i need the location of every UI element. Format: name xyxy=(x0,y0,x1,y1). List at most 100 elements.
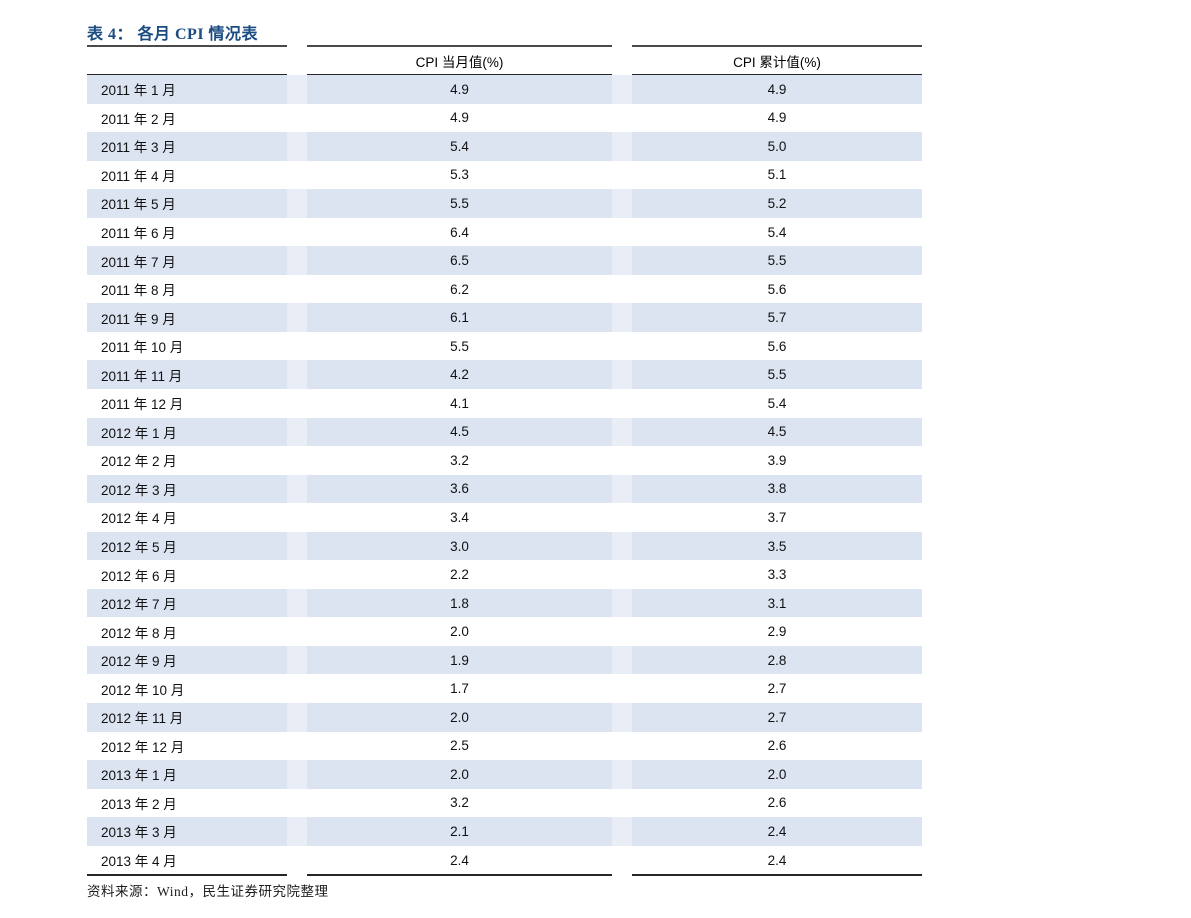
column-gap xyxy=(612,132,632,161)
table-row: 2011 年 1 月 4.9 4.9 xyxy=(87,75,922,104)
cell-cpi-cumulative: 3.7 xyxy=(767,509,787,525)
cell-cpi-cumulative: 5.4 xyxy=(767,395,787,411)
cell-cpi-current: 2.0 xyxy=(307,703,612,732)
column-gap xyxy=(287,332,307,361)
cell-month: 2012 年 11 月 xyxy=(87,703,287,732)
cell-month: 2013 年 2 月 xyxy=(101,796,177,812)
table-row: 2012 年 10 月 1.7 2.7 xyxy=(87,674,922,703)
cell-cpi-cumulative: 5.6 xyxy=(767,338,787,354)
column-gap xyxy=(612,503,632,532)
column-gap xyxy=(612,275,632,304)
table-row: 2012 年 1 月 4.5 4.5 xyxy=(87,417,922,447)
cell-cpi-current: 6.5 xyxy=(307,246,612,275)
column-gap xyxy=(287,47,307,74)
cell-month: 2011 年 11 月 xyxy=(87,360,287,390)
cell-cpi-cumulative: 2.4 xyxy=(632,817,922,846)
cell-cpi-current: 3.6 xyxy=(307,474,612,504)
table-row: 2011 年 11 月 4.2 5.5 xyxy=(87,360,922,390)
table-top-rule xyxy=(87,45,922,47)
column-gap xyxy=(287,75,307,104)
column-header-cpi-current: CPI 当月值(%) xyxy=(415,54,504,70)
cell-cpi-cumulative: 2.7 xyxy=(767,681,787,697)
table-row: 2011 年 7 月 6.5 5.5 xyxy=(87,246,922,275)
cell-month: 2012 年 2 月 xyxy=(101,454,177,470)
cell-cpi-current: 1.7 xyxy=(450,681,469,697)
cell-month: 2013 年 1 月 xyxy=(87,760,287,789)
cell-cpi-current: 3.2 xyxy=(450,452,469,468)
cell-cpi-current: 3.4 xyxy=(450,509,469,525)
column-gap xyxy=(612,360,632,390)
cell-cpi-current: 2.0 xyxy=(450,624,469,640)
cell-month: 2011 年 1 月 xyxy=(87,75,287,104)
cell-month: 2012 年 8 月 xyxy=(101,625,177,641)
column-header-month xyxy=(87,47,287,74)
column-gap xyxy=(612,817,632,846)
column-gap xyxy=(287,474,307,504)
cell-month: 2011 年 4 月 xyxy=(101,168,176,184)
column-gap xyxy=(612,303,632,332)
column-gap xyxy=(612,645,632,675)
column-gap xyxy=(612,474,632,504)
column-gap xyxy=(287,218,307,247)
cell-cpi-cumulative: 5.0 xyxy=(632,132,922,161)
cell-cpi-cumulative: 4.9 xyxy=(767,110,787,126)
column-gap xyxy=(287,446,307,475)
column-gap xyxy=(287,817,307,846)
column-gap xyxy=(612,246,632,275)
cell-month: 2011 年 9 月 xyxy=(87,303,287,332)
cell-month: 2013 年 3 月 xyxy=(87,817,287,846)
table-bottom-rule xyxy=(87,874,922,877)
cell-cpi-current: 5.4 xyxy=(307,132,612,161)
column-gap xyxy=(287,732,307,761)
cell-cpi-current: 5.3 xyxy=(450,167,469,183)
table-row: 2011 年 5 月 5.5 5.2 xyxy=(87,189,922,218)
column-gap xyxy=(612,417,632,447)
cell-cpi-cumulative: 5.5 xyxy=(632,246,922,275)
cell-month: 2011 年 2 月 xyxy=(101,111,176,127)
column-gap xyxy=(287,531,307,561)
cell-cpi-current: 2.0 xyxy=(307,760,612,789)
cell-cpi-current: 1.9 xyxy=(307,645,612,675)
cell-cpi-current: 4.2 xyxy=(307,360,612,390)
table-row: 2013 年 2 月 3.2 2.6 xyxy=(87,789,922,818)
cell-cpi-cumulative: 3.5 xyxy=(632,531,922,561)
column-gap xyxy=(287,389,307,418)
cell-cpi-cumulative: 3.8 xyxy=(632,474,922,504)
cell-cpi-current: 5.5 xyxy=(307,189,612,218)
cell-cpi-cumulative: 5.4 xyxy=(767,224,787,240)
column-gap xyxy=(287,275,307,304)
cell-month: 2012 年 7 月 xyxy=(87,588,287,618)
cell-cpi-current: 4.1 xyxy=(450,395,469,411)
cell-cpi-cumulative: 5.2 xyxy=(632,189,922,218)
cell-cpi-cumulative: 5.6 xyxy=(767,281,787,297)
table-row: 2013 年 3 月 2.1 2.4 xyxy=(87,817,922,846)
column-gap xyxy=(612,674,632,703)
table-row: 2013 年 4 月 2.4 2.4 xyxy=(87,846,922,875)
cell-cpi-cumulative: 5.7 xyxy=(632,303,922,332)
header-underline-rule xyxy=(87,74,922,75)
cell-cpi-current: 1.8 xyxy=(307,588,612,618)
cell-cpi-current: 6.1 xyxy=(307,303,612,332)
cell-month: 2011 年 6 月 xyxy=(101,226,176,241)
column-gap xyxy=(612,789,632,818)
cell-cpi-cumulative: 3.9 xyxy=(767,452,787,468)
column-gap xyxy=(287,189,307,218)
cell-cpi-current: 6.4 xyxy=(450,224,469,240)
cell-month: 2011 年 10 月 xyxy=(101,340,184,356)
table-row: 2011 年 12 月 4.1 5.4 xyxy=(87,389,922,418)
table-row: 2012 年 2 月 3.2 3.9 xyxy=(87,446,922,475)
column-gap xyxy=(612,617,632,646)
cell-month: 2013 年 4 月 xyxy=(101,854,177,870)
cell-month: 2011 年 3 月 xyxy=(87,132,287,161)
cell-month: 2011 年 8 月 xyxy=(101,283,176,299)
table-row: 2012 年 5 月 3.0 3.5 xyxy=(87,531,922,561)
cell-month: 2011 年 7 月 xyxy=(87,246,287,275)
cell-cpi-current: 6.2 xyxy=(450,281,469,297)
table-header-row: CPI 当月值(%) CPI 累计值(%) xyxy=(87,47,922,74)
cell-cpi-cumulative: 2.8 xyxy=(632,645,922,675)
table-row: 2011 年 9 月 6.1 5.7 xyxy=(87,303,922,332)
table-row: 2011 年 10 月 5.5 5.6 xyxy=(87,332,922,361)
column-gap xyxy=(287,674,307,703)
column-gap xyxy=(287,588,307,618)
cpi-table: CPI 当月值(%) CPI 累计值(%) 2011 年 1 月 4.9 4.9… xyxy=(87,45,922,877)
